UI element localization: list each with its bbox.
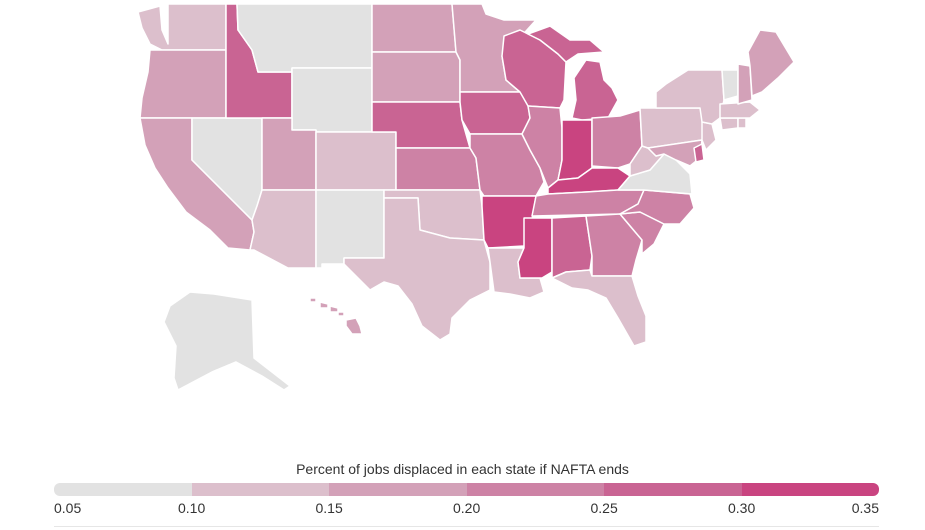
state-wy[interactable] [291, 67, 373, 133]
state-ks[interactable] [395, 147, 481, 191]
state-hi-islands[interactable] [309, 297, 345, 317]
state-mi-upper[interactable] [527, 25, 605, 63]
legend-tick-label: 0.25 [590, 500, 618, 516]
state-md[interactable] [647, 139, 703, 167]
state-nj[interactable] [701, 121, 717, 151]
legend-tick-label: 0.10 [178, 500, 206, 516]
state-fl[interactable] [551, 269, 647, 347]
state-nd[interactable] [371, 3, 457, 53]
legend-bin-6 [741, 483, 879, 496]
legend-tick-label: 0.35 [851, 500, 879, 516]
state-sd[interactable] [371, 51, 461, 103]
state-co[interactable] [315, 131, 397, 191]
legend-bin-5 [604, 483, 742, 496]
legend-color-bar [54, 483, 879, 496]
state-ma[interactable] [719, 101, 761, 119]
state-de[interactable] [693, 143, 705, 163]
legend-bin-1 [54, 483, 192, 496]
state-ri[interactable] [737, 117, 747, 129]
state-me[interactable] [747, 29, 795, 97]
state-al[interactable] [551, 215, 593, 279]
legend-ticks: 0.05 0.10 0.15 0.20 0.25 0.30 0.35 [54, 500, 879, 518]
state-or[interactable] [139, 49, 227, 119]
legend-title: Percent of jobs displaced in each state … [296, 461, 629, 477]
state-vt[interactable] [721, 69, 739, 101]
state-mi-lower[interactable] [571, 59, 619, 121]
state-hi[interactable] [345, 317, 363, 335]
state-nh[interactable] [737, 63, 753, 105]
legend-tick-label: 0.30 [728, 500, 756, 516]
state-az[interactable] [249, 189, 317, 269]
legend-tick-label: 0.15 [315, 500, 343, 516]
us-choropleth-map [137, 3, 795, 391]
state-ak[interactable] [163, 291, 291, 391]
state-nm[interactable] [315, 189, 385, 269]
state-mt[interactable] [236, 3, 373, 73]
state-tx[interactable] [343, 197, 491, 341]
legend-tick-label: 0.20 [453, 500, 481, 516]
legend-bin-2 [191, 483, 329, 496]
state-ct[interactable] [719, 117, 739, 131]
divider [54, 526, 879, 527]
map-svg [137, 3, 795, 391]
state-ia[interactable] [459, 91, 531, 135]
legend-bin-3 [329, 483, 467, 496]
legend-tick-label: 0.05 [54, 500, 82, 516]
state-wa[interactable] [137, 3, 227, 51]
legend-bin-4 [466, 483, 604, 496]
